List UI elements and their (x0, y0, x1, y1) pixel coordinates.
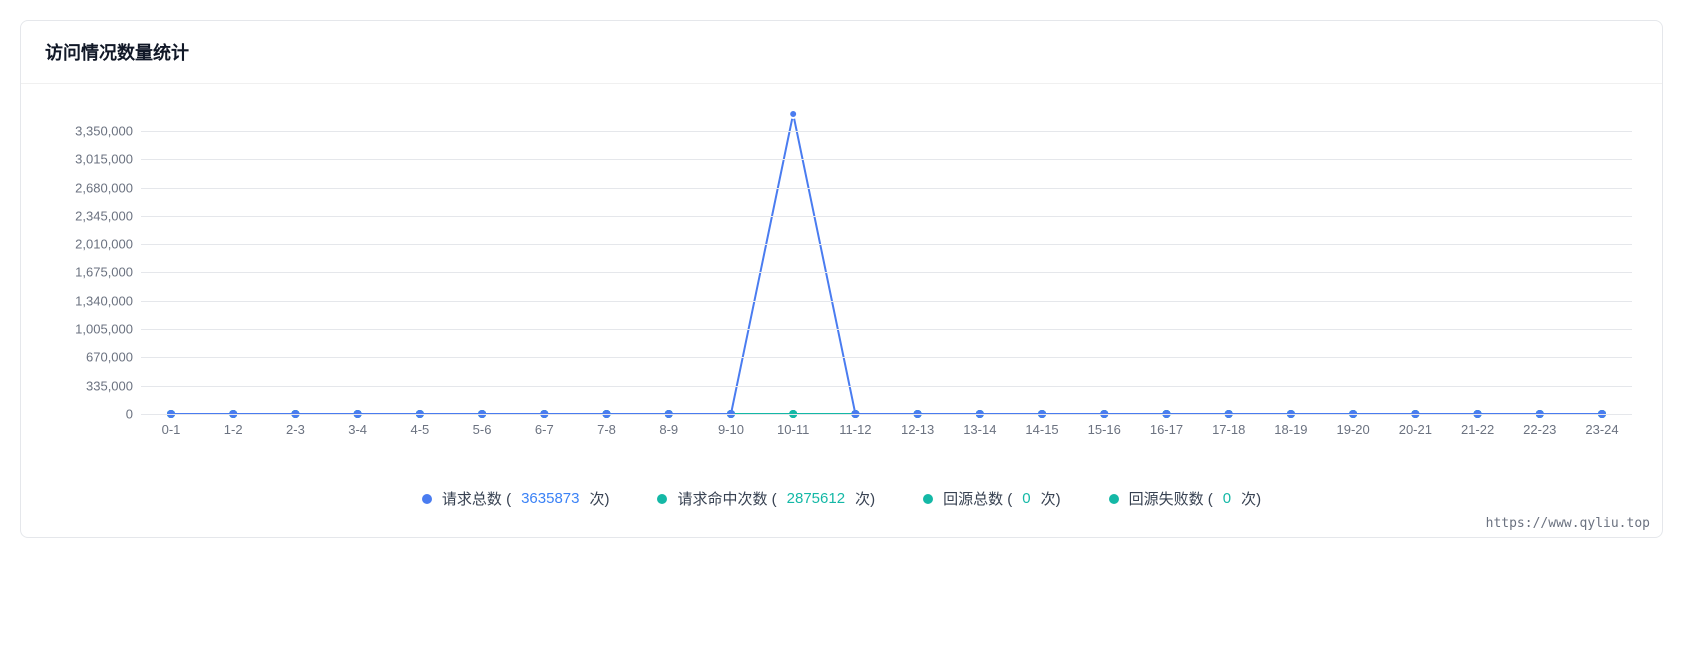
legend-dot-icon (422, 494, 432, 504)
x-tick-label: 12-13 (901, 422, 934, 437)
y-tick-label: 2,680,000 (75, 180, 133, 195)
legend-value: 0 (1223, 490, 1231, 507)
x-tick-label: 10-11 (777, 422, 809, 437)
x-tick-label: 5-6 (473, 422, 492, 437)
x-tick-label: 23-24 (1585, 422, 1618, 437)
y-tick-label: 1,340,000 (75, 293, 133, 308)
legend-label: 请求总数 ( (442, 488, 511, 509)
card-header: 访问情况数量统计 (21, 21, 1662, 84)
y-tick-label: 1,005,000 (75, 322, 133, 337)
legend-item-total_requests[interactable]: 请求总数 ( 3635873 次) (422, 488, 610, 509)
legend-suffix: 次) (855, 488, 875, 509)
x-tick-label: 17-18 (1212, 422, 1245, 437)
legend-item-hit_count[interactable]: 请求命中次数 ( 2875612 次) (657, 488, 875, 509)
x-tick-label: 19-20 (1337, 422, 1370, 437)
x-tick-label: 16-17 (1150, 422, 1183, 437)
plot-area (141, 114, 1632, 414)
y-tick-label: 0 (126, 407, 133, 422)
card-title: 访问情况数量统计 (45, 39, 1638, 65)
y-tick-label: 335,000 (86, 378, 133, 393)
x-tick-label: 11-12 (839, 422, 871, 437)
stats-card: 访问情况数量统计 0 335,000 670,000 1,005,000 1,340,0… (20, 20, 1663, 538)
x-tick-label: 0-1 (162, 422, 181, 437)
grid-line (141, 386, 1632, 387)
x-tick-label: 22-23 (1523, 422, 1556, 437)
watermark: https://www.qyliu.top (1486, 516, 1650, 531)
y-tick-label: 670,000 (86, 350, 133, 365)
y-tick-label: 1,675,000 (75, 265, 133, 280)
legend-dot-icon (923, 494, 933, 504)
legend-value: 0 (1022, 490, 1030, 507)
x-tick-label: 14-15 (1025, 422, 1058, 437)
x-tick-label: 13-14 (963, 422, 996, 437)
legend-suffix: 次) (1041, 488, 1061, 509)
x-axis: 0-1 1-2 2-3 3-4 4-5 5-6 6-7 7-8 8-9 9-10 10-11 11-1… (141, 414, 1632, 454)
chart-area: 0 335,000 670,000 1,005,000 1,340,000 1,675,0… (41, 114, 1642, 454)
grid-line (141, 244, 1632, 245)
grid-line (141, 188, 1632, 189)
grid-line (141, 131, 1632, 132)
legend-value: 2875612 (787, 490, 845, 507)
legend-dot-icon (657, 494, 667, 504)
grid-line (141, 329, 1632, 330)
x-tick-label: 7-8 (597, 422, 616, 437)
x-tick-label: 3-4 (348, 422, 367, 437)
legend-item-origin_total[interactable]: 回源总数 ( 0 次) (923, 488, 1061, 509)
legend-label: 请求命中次数 ( (677, 488, 776, 509)
x-tick-label: 9-10 (718, 422, 744, 437)
legend-item-origin_fail[interactable]: 回源失败数 ( 0 次) (1109, 488, 1262, 509)
grid-line (141, 216, 1632, 217)
legend-dot-icon (1109, 494, 1119, 504)
series-marker-total_requests (789, 110, 797, 118)
y-tick-label: 2,010,000 (75, 237, 133, 252)
legend-suffix: 次) (589, 488, 609, 509)
grid-line (141, 357, 1632, 358)
legend-value: 3635873 (521, 490, 579, 507)
x-tick-label: 15-16 (1088, 422, 1121, 437)
x-tick-label: 4-5 (410, 422, 429, 437)
grid-line (141, 301, 1632, 302)
y-axis: 0335,000670,0001,005,0001,340,0001,675,0… (41, 114, 141, 414)
legend-suffix: 次) (1241, 488, 1261, 509)
y-tick-label: 2,345,000 (75, 208, 133, 223)
chart-body: 0 335,000 670,000 1,005,000 1,340,000 1,675,0… (21, 84, 1662, 464)
grid-line (141, 272, 1632, 273)
x-tick-label: 6-7 (535, 422, 554, 437)
x-tick-label: 1-2 (224, 422, 243, 437)
grid-line (141, 159, 1632, 160)
legend: 请求总数 (3635873 次)请求命中次数 (2875612 次)回源总数 (… (21, 464, 1662, 537)
x-tick-label: 8-9 (659, 422, 678, 437)
legend-label: 回源总数 ( (943, 488, 1012, 509)
y-tick-label: 3,015,000 (75, 152, 133, 167)
y-tick-label: 3,350,000 (75, 123, 133, 138)
x-tick-label: 18-19 (1274, 422, 1307, 437)
legend-label: 回源失败数 ( (1129, 488, 1213, 509)
x-tick-label: 21-22 (1461, 422, 1494, 437)
x-tick-label: 20-21 (1399, 422, 1432, 437)
x-tick-label: 2-3 (286, 422, 305, 437)
